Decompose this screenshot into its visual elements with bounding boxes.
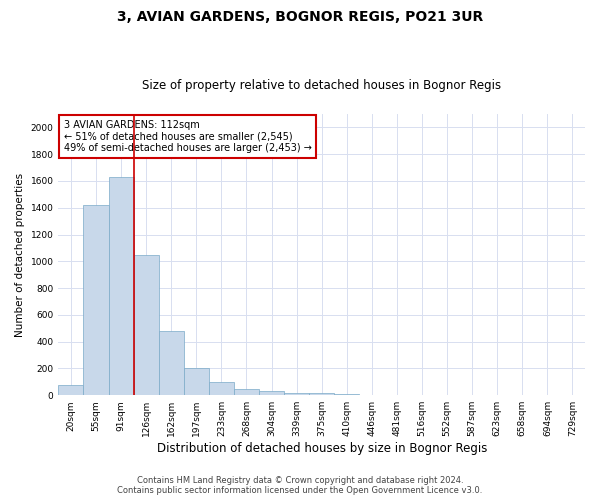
Bar bbox=[259, 391, 284, 395]
Text: 3 AVIAN GARDENS: 112sqm
← 51% of detached houses are smaller (2,545)
49% of semi: 3 AVIAN GARDENS: 112sqm ← 51% of detache… bbox=[64, 120, 311, 153]
Bar bbox=[109, 177, 134, 395]
Text: 3, AVIAN GARDENS, BOGNOR REGIS, PO21 3UR: 3, AVIAN GARDENS, BOGNOR REGIS, PO21 3UR bbox=[117, 10, 483, 24]
Bar bbox=[234, 389, 259, 395]
Bar bbox=[309, 392, 334, 395]
Bar bbox=[184, 368, 209, 395]
Bar bbox=[209, 382, 234, 395]
Bar bbox=[159, 331, 184, 395]
Bar bbox=[134, 254, 159, 395]
Text: Contains HM Land Registry data © Crown copyright and database right 2024.
Contai: Contains HM Land Registry data © Crown c… bbox=[118, 476, 482, 495]
Bar bbox=[334, 394, 359, 395]
X-axis label: Distribution of detached houses by size in Bognor Regis: Distribution of detached houses by size … bbox=[157, 442, 487, 455]
Y-axis label: Number of detached properties: Number of detached properties bbox=[15, 172, 25, 336]
Bar bbox=[83, 205, 109, 395]
Bar bbox=[58, 385, 83, 395]
Bar bbox=[284, 392, 309, 395]
Title: Size of property relative to detached houses in Bognor Regis: Size of property relative to detached ho… bbox=[142, 79, 501, 92]
